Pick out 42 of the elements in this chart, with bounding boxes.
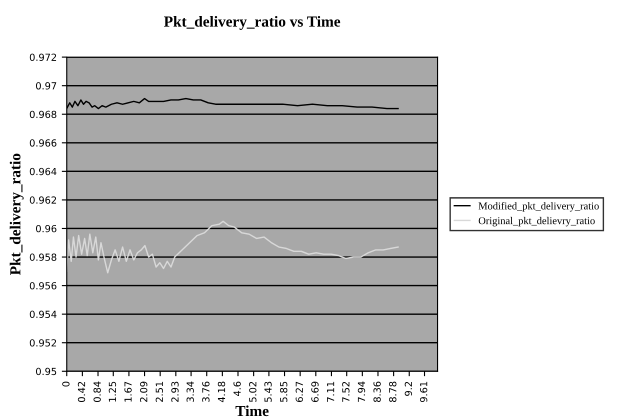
y-tick-label: 0.97	[36, 82, 56, 90]
x-tick-label: 5.43	[264, 382, 272, 402]
line-series	[66, 220, 399, 274]
x-tick-label: 5.85	[280, 382, 288, 402]
x-tick-label: 6.69	[311, 382, 319, 402]
x-tick-label: 0.84	[93, 382, 101, 402]
x-tick-label: 7.94	[358, 382, 366, 402]
x-tick-label: 8.36	[373, 382, 381, 402]
y-tick-label: 0.95	[36, 368, 56, 376]
x-tick-label: 2.93	[171, 382, 179, 402]
x-tick-label: 9.61	[420, 382, 428, 402]
x-tick-label: 1.25	[108, 382, 116, 402]
chart-title: Pkt_delivery_ratio vs Time	[164, 16, 340, 30]
x-tick-label: 4.18	[218, 382, 226, 402]
y-tick-label: 0.96	[36, 224, 56, 232]
x-tick-label: 4.6	[233, 382, 241, 396]
y-tick-label: 0.966	[30, 139, 56, 147]
x-tick-label: 7.11	[327, 382, 334, 402]
x-tick-label: 2.09	[140, 382, 148, 402]
x-tick-label: 0.42	[78, 382, 86, 402]
x-tick-label: 1.67	[124, 382, 132, 402]
y-tick-label: 0.958	[30, 254, 56, 261]
y-tick-label: 0.964	[30, 168, 56, 176]
x-tick-label: 6.27	[296, 382, 303, 402]
x-tick-label: 5.02	[249, 382, 256, 402]
x-axis-title: Time	[236, 405, 269, 416]
x-tick-label: 2.51	[156, 382, 164, 402]
x-tick-label: 3.34	[186, 382, 194, 402]
x-tick-label: 0	[62, 382, 70, 387]
legend-label: Modified_pkt_delivery_ratio	[478, 202, 599, 212]
x-tick-label: 8.78	[389, 382, 396, 402]
x-tick-label: 9.2	[404, 382, 412, 396]
y-tick-label: 0.962	[30, 196, 56, 204]
y-tick-label: 0.956	[30, 282, 56, 290]
y-tick-label: 0.968	[30, 110, 56, 118]
y-axis-title: Pkt_delivery_ratio	[10, 154, 24, 276]
x-tick-label: 7.52	[342, 382, 350, 402]
y-tick-label: 0.972	[30, 54, 56, 61]
legend-label: Original_pkt_delievry_ratio	[478, 216, 595, 226]
x-tick-label: 3.76	[202, 382, 210, 402]
y-tick-label: 0.954	[30, 310, 56, 318]
y-tick-label: 0.952	[30, 339, 56, 347]
